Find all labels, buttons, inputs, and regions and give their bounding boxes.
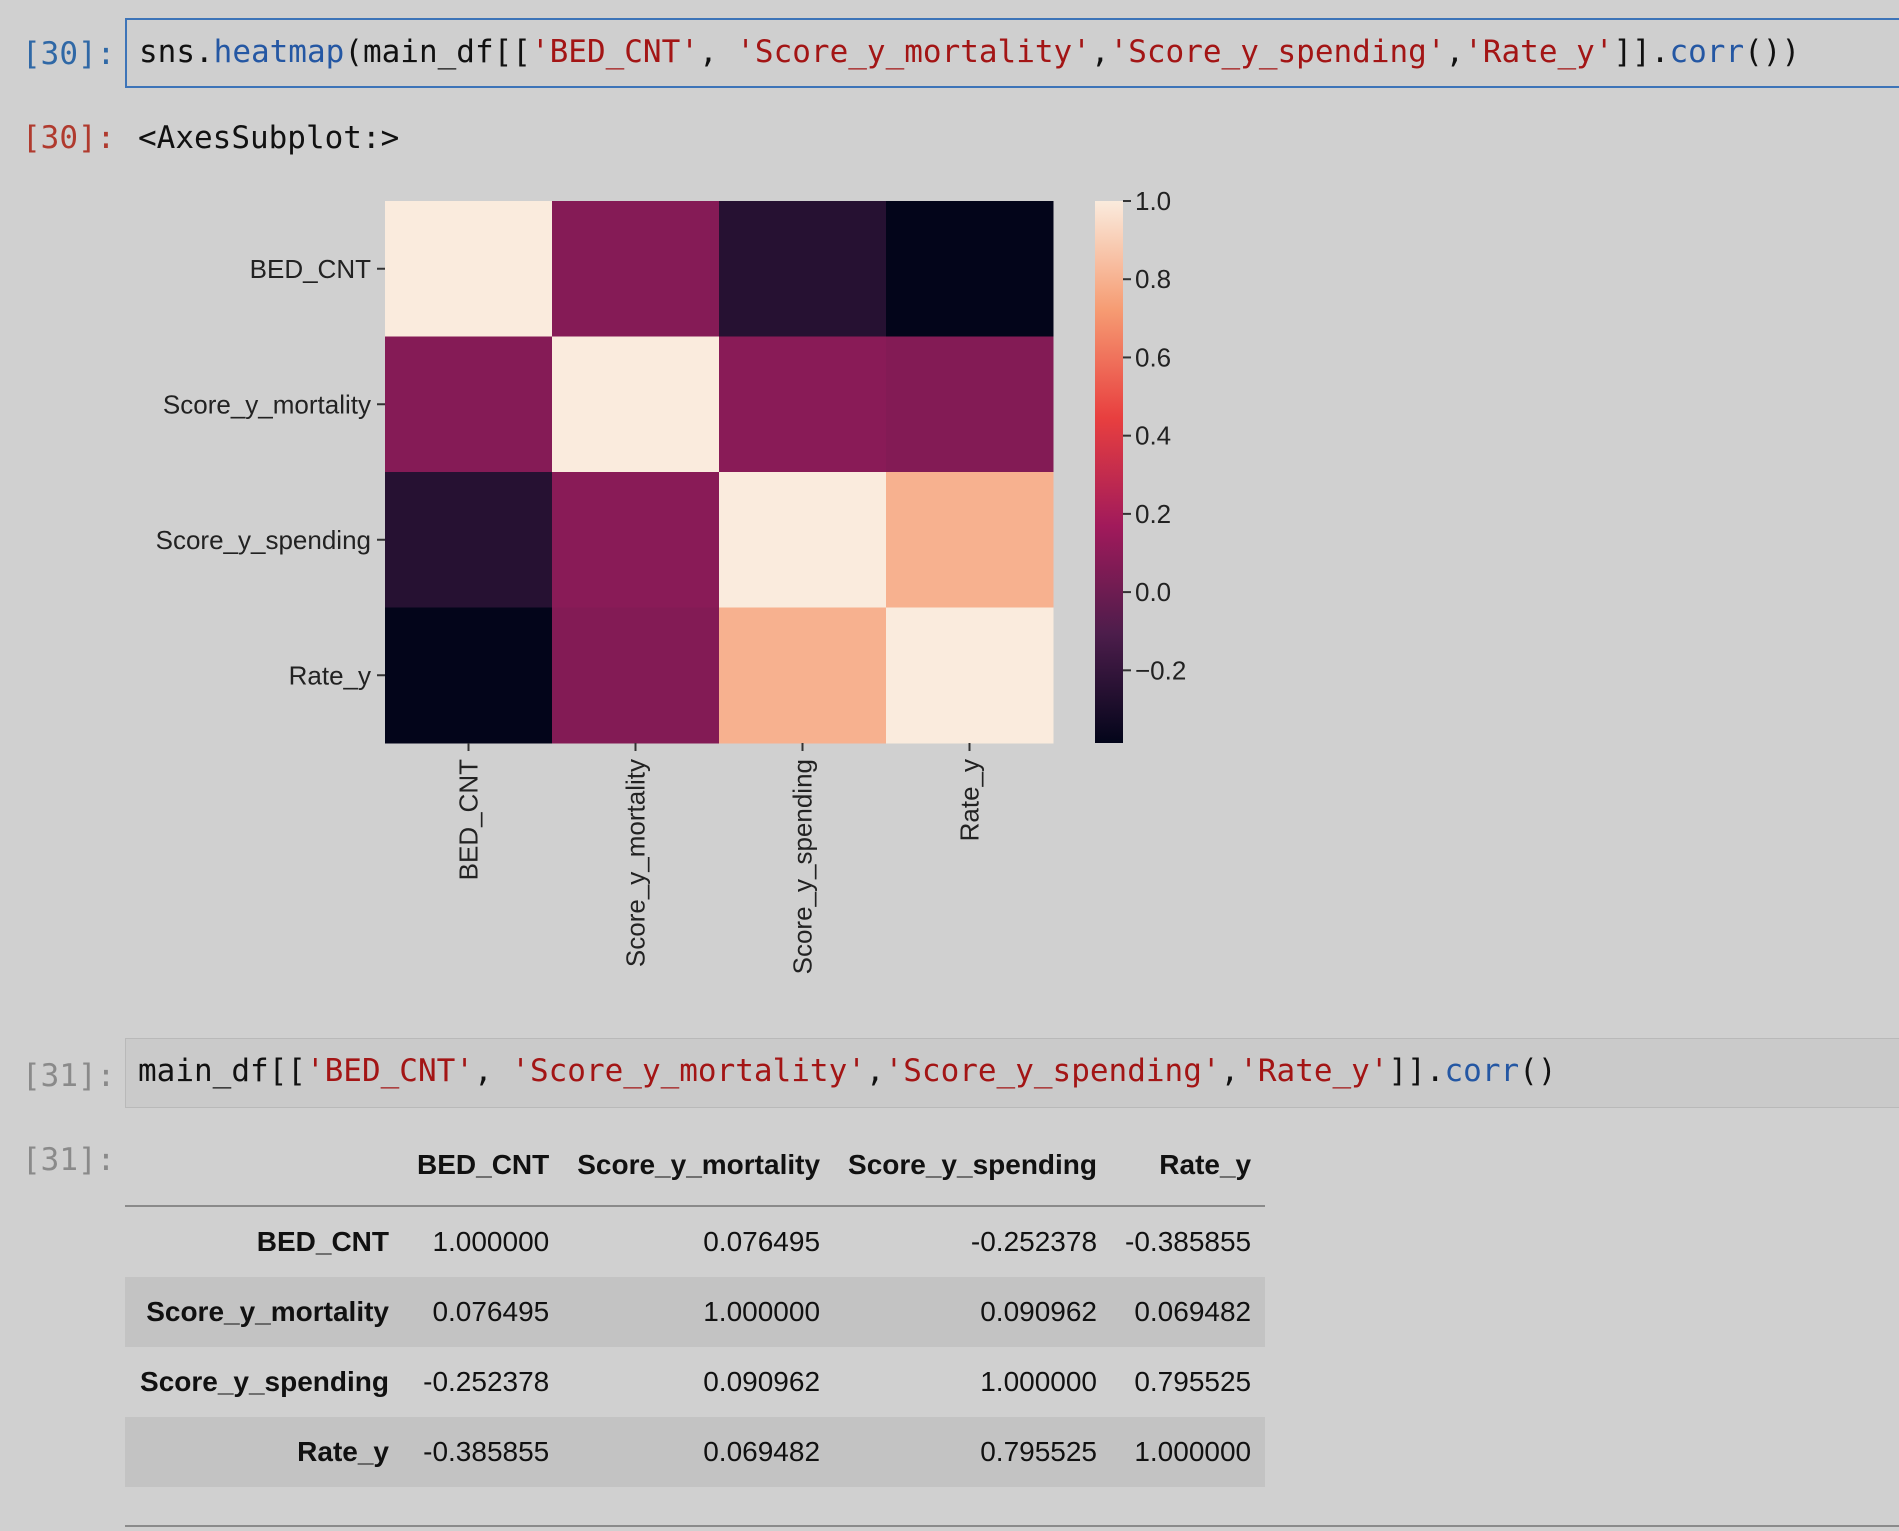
colorbar-tick-label: 0.6 xyxy=(1135,342,1171,372)
cell-30-input-prompt: [30]: xyxy=(22,36,116,72)
table-row: Score_y_mortality 0.076495 1.000000 0.09… xyxy=(125,1277,1266,1347)
cell-31-code[interactable]: main_df[['BED_CNT', 'Score_y_mortality',… xyxy=(138,1053,1557,1089)
correlation-table: BED_CNT Score_y_mortality Score_y_spendi… xyxy=(125,1125,1266,1487)
table-row: Score_y_spending -0.252378 0.090962 1.00… xyxy=(125,1347,1265,1417)
table-header-row: BED_CNT Score_y_mortality Score_y_spendi… xyxy=(125,1125,1266,1207)
table-corner xyxy=(125,1125,403,1207)
cell-30-output-prompt: [30]: xyxy=(22,120,116,156)
table-cell: 0.090962 xyxy=(703,1366,821,1397)
table-column-header: BED_CNT xyxy=(403,1125,564,1207)
cell-31-input-prompt: [31]: xyxy=(22,1058,116,1094)
heatmap-cell xyxy=(552,607,720,744)
code-token: 'Score_y_mortality' xyxy=(736,34,1091,70)
table-cell: -0.385855 xyxy=(423,1436,550,1467)
code-token: (main_df[[ xyxy=(344,34,531,70)
table-cell: -0.252378 xyxy=(970,1226,1098,1257)
cell-31-output-prompt: [31]: xyxy=(22,1142,116,1178)
code-token: heatmap xyxy=(213,34,345,70)
table-column-header: Score_y_spending xyxy=(834,1125,1112,1207)
cell-31-code-editor[interactable]: main_df[['BED_CNT', 'Score_y_mortality',… xyxy=(125,1038,1899,1108)
table-column-header: Score_y_mortality xyxy=(563,1125,835,1207)
colorbar-tick-label: 0.0 xyxy=(1135,577,1171,607)
code-token: 'Score_y_spending' xyxy=(884,1053,1221,1089)
table-cell: 0.069482 xyxy=(1134,1296,1252,1327)
code-token: ]]. xyxy=(1613,34,1670,70)
code-token: corr xyxy=(1669,34,1745,70)
code-token: corr xyxy=(1444,1053,1520,1089)
code-token: () xyxy=(1519,1053,1557,1089)
colorbar-tick-label: 1.0 xyxy=(1135,186,1171,216)
y-tick-label: Score_y_spending xyxy=(156,525,371,555)
code-token: sns. xyxy=(139,34,214,70)
colorbar-tick-label: 0.4 xyxy=(1135,421,1171,451)
table-cell: 0.069482 xyxy=(703,1436,821,1467)
code-token: , xyxy=(473,1053,512,1089)
heatmap-cell xyxy=(385,472,553,608)
table-cell: -0.385855 xyxy=(1125,1226,1252,1257)
table-cell: 1.000000 xyxy=(432,1226,550,1257)
code-token: , xyxy=(698,34,737,70)
heatmap-cell xyxy=(886,336,1054,473)
table-cell: 0.076495 xyxy=(703,1226,821,1257)
heatmap-cell xyxy=(552,472,720,608)
code-token: ]]. xyxy=(1388,1053,1445,1089)
cell-30-code[interactable]: sns.heatmap(main_df[['BED_CNT', 'Score_y… xyxy=(139,34,1800,70)
cell-30-output-text: <AxesSubplot:> xyxy=(138,120,400,156)
cell-30-code-editor[interactable]: sns.heatmap(main_df[['BED_CNT', 'Score_y… xyxy=(125,18,1899,88)
y-tick-label: Score_y_mortality xyxy=(163,389,371,419)
colorbar-tick-label: −0.2 xyxy=(1135,655,1186,685)
x-tick-label: Rate_y xyxy=(955,759,985,841)
heatmap-cell xyxy=(385,336,553,473)
table-cell: 1.000000 xyxy=(1134,1436,1252,1467)
heatmap-cell xyxy=(719,472,887,608)
table-cell: 0.090962 xyxy=(980,1296,1098,1327)
table-cell: 1.000000 xyxy=(703,1296,821,1327)
x-tick-label: Score_y_spending xyxy=(788,759,818,974)
table-row-label: Score_y_spending xyxy=(140,1366,389,1397)
code-token: 'BED_CNT' xyxy=(305,1053,474,1089)
heatmap-cell xyxy=(552,336,720,473)
table-row-label: BED_CNT xyxy=(256,1226,389,1257)
table-column-header: Rate_y xyxy=(1111,1125,1266,1207)
code-token: 'Rate_y' xyxy=(1464,34,1614,70)
colorbar xyxy=(1095,201,1123,743)
table-row: BED_CNT 1.000000 0.076495 -0.252378 -0.3… xyxy=(125,1206,1265,1277)
heatmap-cell xyxy=(886,201,1054,337)
output-divider xyxy=(125,1525,1899,1527)
table-cell: 1.000000 xyxy=(980,1366,1098,1397)
code-token: 'Score_y_mortality' xyxy=(511,1053,866,1089)
heatmap-cell xyxy=(719,201,887,337)
table-cell: 0.076495 xyxy=(432,1296,550,1327)
code-token: , xyxy=(1090,34,1110,70)
heatmap-cell xyxy=(886,607,1054,744)
heatmap-cell xyxy=(385,201,553,337)
code-token: 'Rate_y' xyxy=(1239,1053,1389,1089)
code-token: , xyxy=(865,1053,885,1089)
heatmap-cell xyxy=(552,201,720,337)
heatmap-cell xyxy=(886,472,1054,608)
code-token: 'Score_y_spending' xyxy=(1109,34,1446,70)
heatmap-cell xyxy=(719,336,887,473)
heatmap-cell xyxy=(719,607,887,744)
y-tick-label: BED_CNT xyxy=(250,254,371,284)
code-token: , xyxy=(1445,34,1465,70)
table-row-label: Rate_y xyxy=(297,1436,389,1467)
table-row: Rate_y -0.385855 0.069482 0.795525 1.000… xyxy=(125,1417,1266,1487)
x-tick-label: BED_CNT xyxy=(454,759,484,880)
x-tick-label: Score_y_mortality xyxy=(621,759,651,967)
y-tick-label: Rate_y xyxy=(289,660,371,690)
table-cell: 0.795525 xyxy=(980,1436,1098,1467)
table-cell: 0.795525 xyxy=(1134,1366,1252,1397)
table-row-label: Score_y_mortality xyxy=(146,1296,389,1327)
code-token: ()) xyxy=(1744,34,1801,70)
colorbar-tick-label: 0.8 xyxy=(1135,264,1171,294)
code-token: 'BED_CNT' xyxy=(530,34,699,70)
colorbar-tick-label: 0.2 xyxy=(1135,499,1171,529)
code-token: main_df[[ xyxy=(138,1053,306,1089)
correlation-heatmap: BED_CNT Score_y_mortality Score_y_spending… xyxy=(156,186,1187,974)
code-token: , xyxy=(1220,1053,1240,1089)
table-cell: -0.252378 xyxy=(423,1366,550,1397)
heatmap-cell xyxy=(385,607,553,744)
